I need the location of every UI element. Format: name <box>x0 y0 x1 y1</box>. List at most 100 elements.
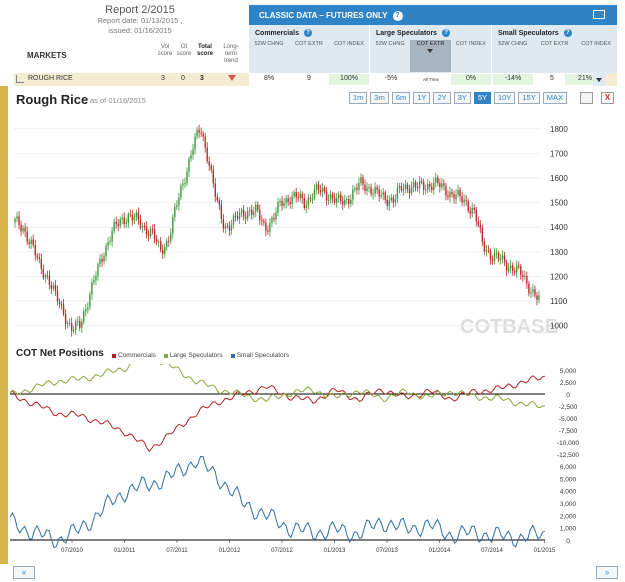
large-52w-chng: -5% <box>384 75 398 82</box>
classic-data-title: CLASSIC DATA – FUTURES ONLY <box>259 11 388 21</box>
price-candle <box>18 216 20 225</box>
cot-ytick-label: -5,000 <box>559 416 578 423</box>
col-52w-chng[interactable]: 52W CHNG <box>254 41 284 47</box>
price-candle <box>378 189 380 197</box>
col-cot-index[interactable]: COT INDEX <box>334 41 364 47</box>
dropdown-toggle[interactable] <box>593 73 605 86</box>
range-6m-button[interactable]: 6m <box>391 92 411 104</box>
price-candle <box>52 285 55 289</box>
price-candle <box>398 186 401 189</box>
price-candle <box>178 197 180 206</box>
price-ytick-label: 1600 <box>550 174 568 183</box>
print-chart-icon[interactable] <box>580 92 593 104</box>
price-candle <box>216 197 219 201</box>
col-52w-chng[interactable]: 52W CHNG <box>375 41 405 47</box>
range-3y-button[interactable]: 3Y <box>453 92 471 104</box>
cot-xtick-label: 01/2013 <box>324 548 346 554</box>
prev-button[interactable]: « <box>13 566 35 579</box>
price-candle <box>127 214 130 223</box>
range-1y-button[interactable]: 1Y <box>413 92 431 104</box>
col-52w-chng[interactable]: 52W CHNG <box>498 41 528 47</box>
chart-title: Rough Rice <box>16 92 89 107</box>
price-candle <box>386 199 388 206</box>
price-candle <box>431 186 433 191</box>
price-candle <box>437 177 439 184</box>
price-candle <box>307 197 310 206</box>
price-candle <box>194 136 196 150</box>
price-candle <box>297 197 299 199</box>
cot-ytick-label: 0 <box>566 392 570 399</box>
range-15y-button[interactable]: 15Y <box>518 92 540 104</box>
price-candle <box>505 262 508 271</box>
legend-commercials[interactable]: Commercials <box>112 352 156 359</box>
price-candle <box>44 275 47 278</box>
col-cot-index[interactable]: COT INDEX <box>581 41 612 47</box>
range-10y-button[interactable]: 10Y <box>494 92 516 104</box>
price-candle <box>244 216 247 219</box>
price-candle <box>467 200 469 211</box>
report-issued: issued: 01/16/2015 <box>108 26 172 35</box>
comm-cot-index: 100% <box>329 74 369 85</box>
price-ytick-label: 1400 <box>550 223 568 232</box>
col-cot-extr-sorted[interactable]: COT EXTR <box>410 40 451 72</box>
price-candle <box>66 323 69 325</box>
chart-icon[interactable] <box>16 75 24 83</box>
price-candle <box>220 204 223 220</box>
cot-xtick-label: 07/2011 <box>166 548 188 554</box>
cot-ytick-label: -2,500 <box>559 404 578 411</box>
price-candle <box>396 188 399 200</box>
price-candle <box>111 230 113 242</box>
report-date: Report date: 01/13/2015 , <box>97 16 183 25</box>
help-icon[interactable]: ? <box>563 29 572 37</box>
price-candle <box>311 198 314 200</box>
price-candle <box>123 217 125 225</box>
report-title: Report 2/2015 <box>105 4 175 16</box>
price-candle <box>91 282 93 295</box>
help-icon[interactable]: ? <box>442 29 451 37</box>
cot-ytick-label: -7,500 <box>559 428 578 435</box>
range-2y-button[interactable]: 2Y <box>433 92 451 104</box>
price-candle <box>487 250 490 252</box>
price-candle <box>26 231 28 242</box>
help-icon[interactable]: ? <box>392 11 403 21</box>
range-5y-button[interactable]: 5Y <box>473 92 492 104</box>
price-candle <box>240 209 243 213</box>
close-chart-button[interactable]: X <box>601 92 614 104</box>
print-icon[interactable] <box>593 10 605 19</box>
price-candle <box>518 265 520 267</box>
price-candle <box>212 169 214 184</box>
oi-score-header: OI score <box>176 44 192 57</box>
price-candle <box>83 311 85 322</box>
help-icon[interactable]: ? <box>303 29 312 37</box>
price-candle <box>331 194 334 198</box>
cot-commercials-line <box>10 375 546 453</box>
price-candle <box>230 224 233 231</box>
market-name: ROUGH RICE <box>28 75 73 82</box>
price-candle <box>410 186 413 194</box>
market-row-rough-rice[interactable]: ROUGH RICE 3 0 3 8% 9 100% -5% All Time … <box>14 73 617 86</box>
col-cot-extr[interactable]: COT EXTR <box>295 41 323 47</box>
price-candle <box>435 177 437 183</box>
next-button[interactable]: » <box>596 566 618 579</box>
price-candle <box>139 219 142 228</box>
price-candle <box>422 181 425 190</box>
price-candle <box>402 188 405 191</box>
price-candle <box>348 199 350 204</box>
price-candle <box>291 196 293 205</box>
range-max-button[interactable]: MAX <box>542 92 567 104</box>
price-candle <box>366 187 368 192</box>
price-candle <box>370 187 372 195</box>
legend-small-speculators[interactable]: Small Speculators <box>230 352 289 359</box>
price-candle <box>376 187 378 190</box>
price-candle <box>429 184 431 187</box>
range-3m-button[interactable]: 3m <box>370 92 389 104</box>
col-cot-index[interactable]: COT INDEX <box>455 41 486 47</box>
price-candle <box>257 204 259 210</box>
price-candle <box>526 275 528 284</box>
col-cot-extr[interactable]: COT EXTR <box>540 41 569 47</box>
range-1m-button[interactable]: 1m <box>349 92 368 104</box>
legend-large-speculators[interactable]: Large Speculators <box>163 352 223 359</box>
price-candle <box>457 189 459 195</box>
price-candle <box>321 187 324 192</box>
price-candle <box>265 222 267 231</box>
